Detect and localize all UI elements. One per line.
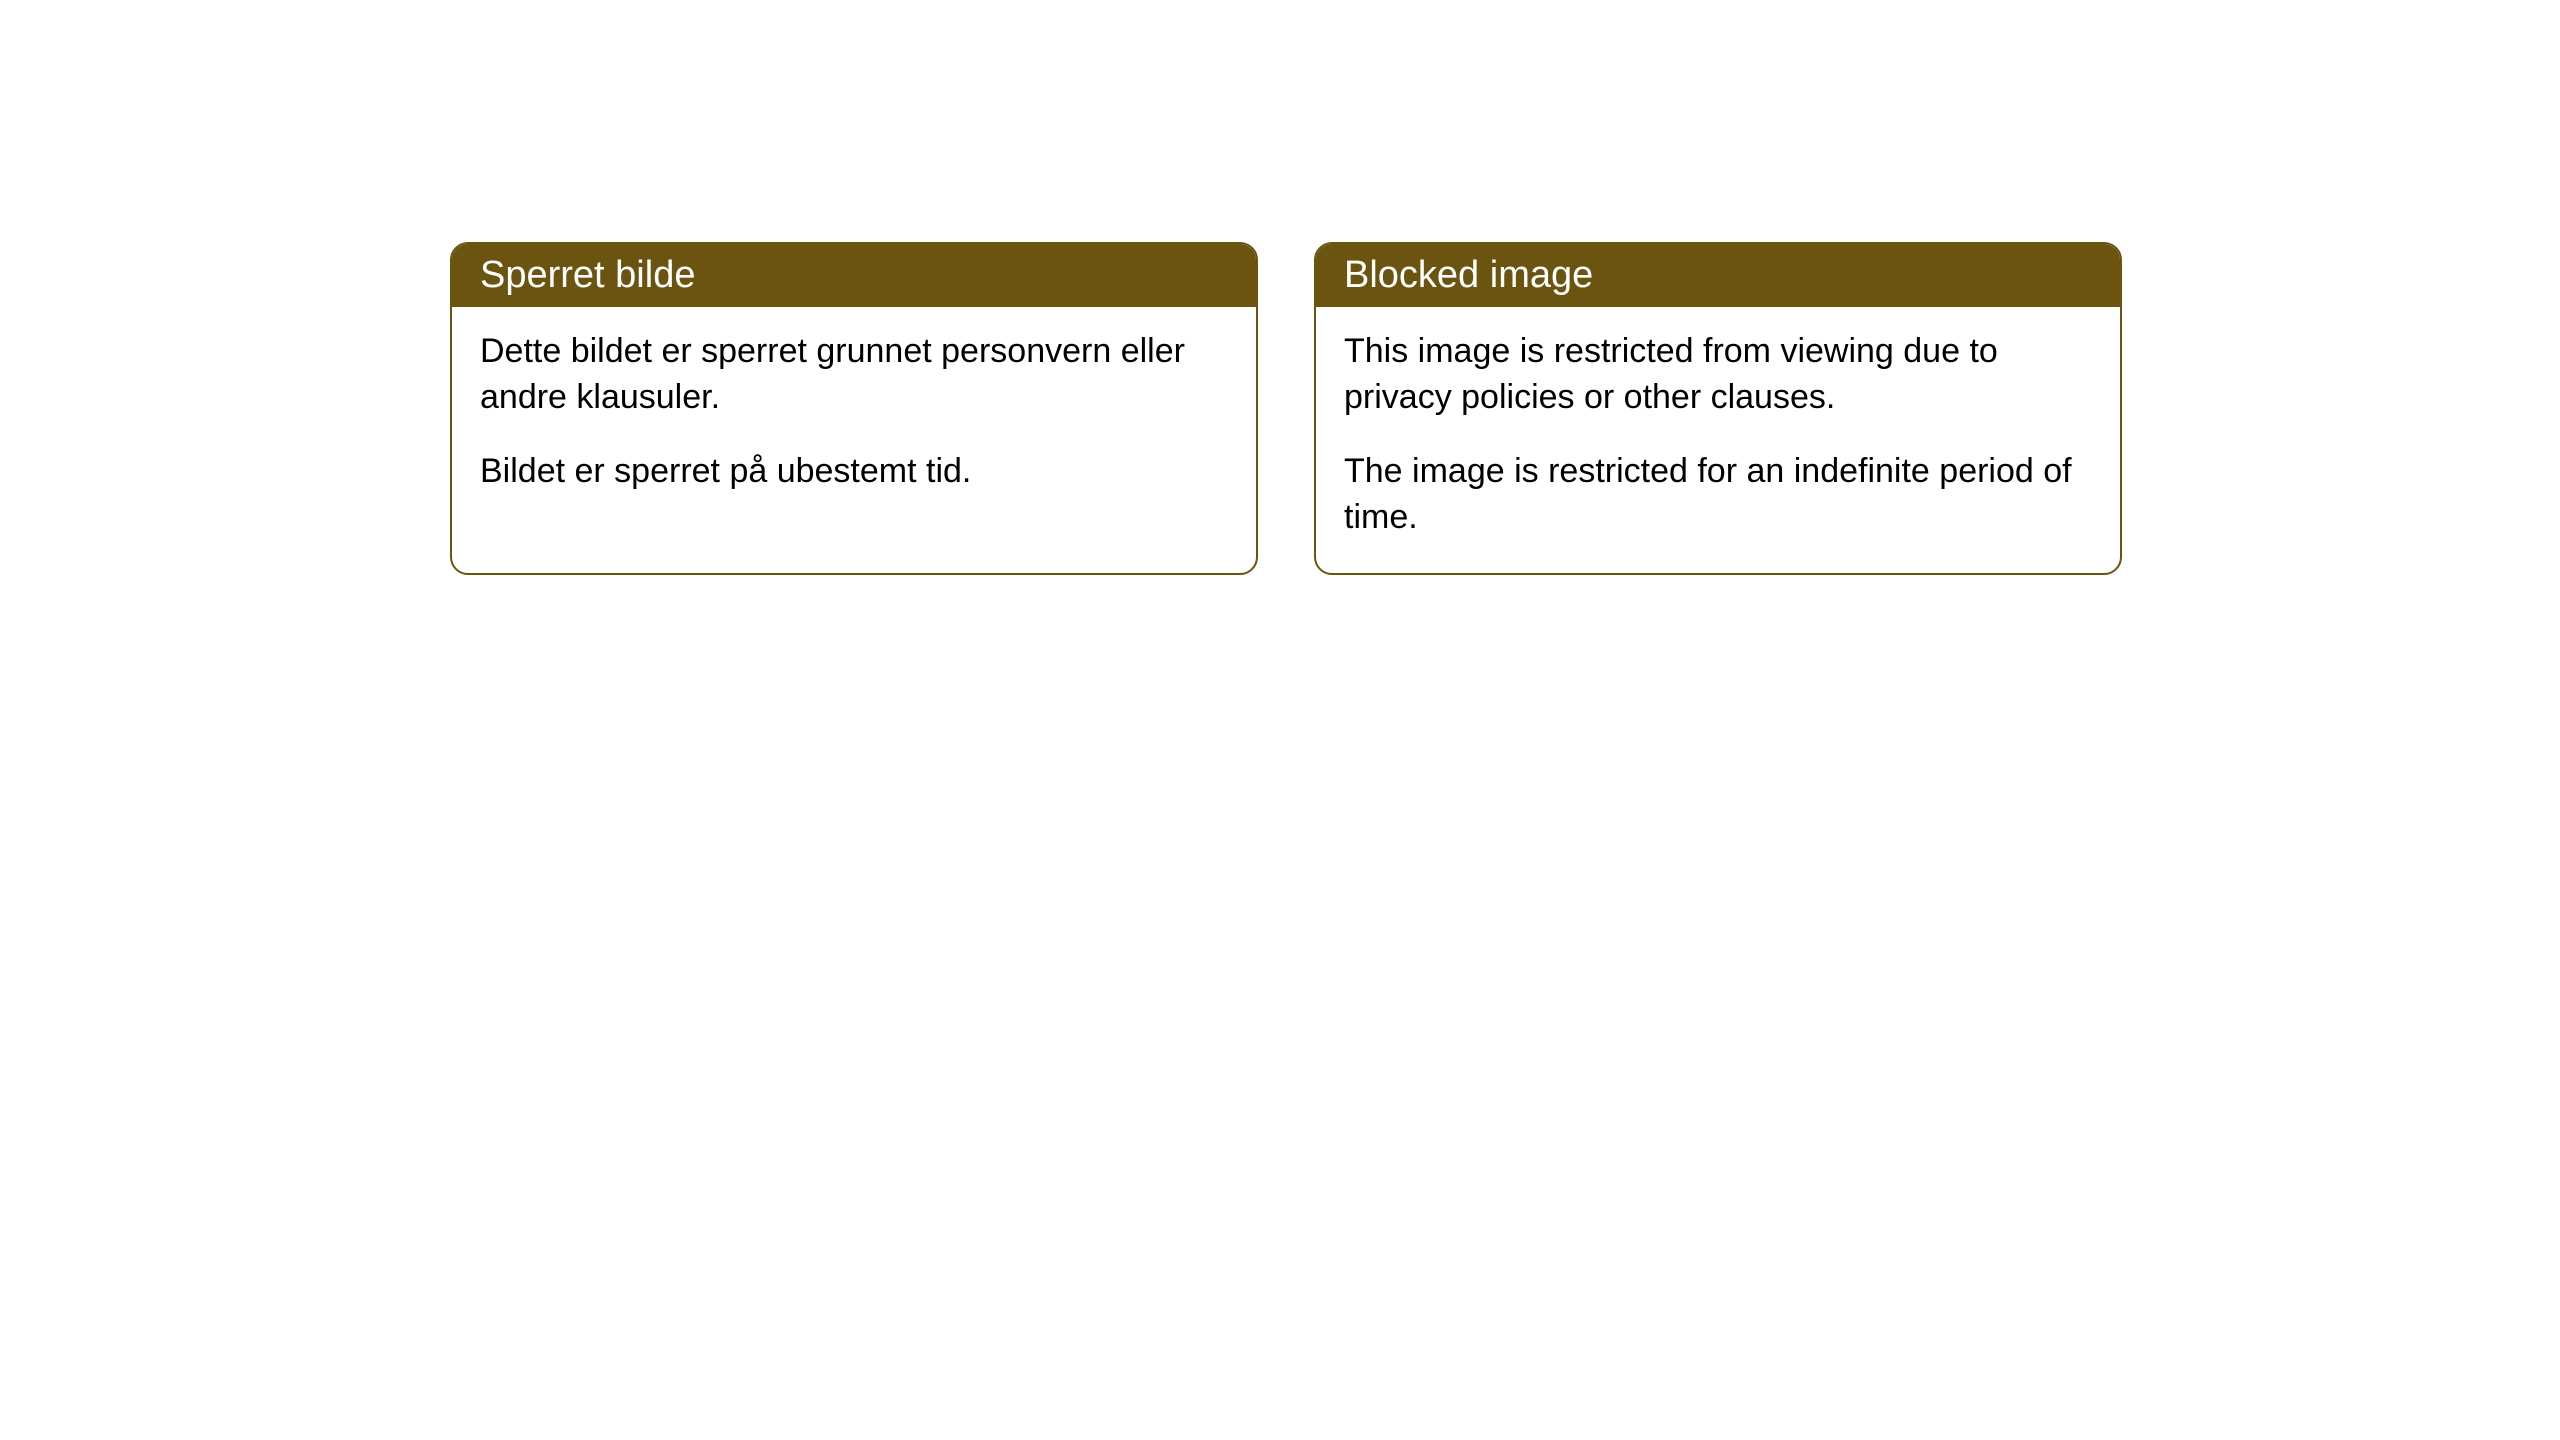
card-title: Sperret bilde: [452, 244, 1256, 307]
card-row: Sperret bilde Dette bildet er sperret gr…: [0, 0, 2560, 575]
card-paragraph: This image is restricted from viewing du…: [1344, 329, 2092, 421]
card-blocked-no: Sperret bilde Dette bildet er sperret gr…: [450, 242, 1258, 575]
card-paragraph: Bildet er sperret på ubestemt tid.: [480, 449, 1228, 495]
card-paragraph: The image is restricted for an indefinit…: [1344, 449, 2092, 541]
card-paragraph: Dette bildet er sperret grunnet personve…: [480, 329, 1228, 421]
card-body: Dette bildet er sperret grunnet personve…: [452, 307, 1256, 527]
card-body: This image is restricted from viewing du…: [1316, 307, 2120, 573]
card-blocked-en: Blocked image This image is restricted f…: [1314, 242, 2122, 575]
card-title: Blocked image: [1316, 244, 2120, 307]
